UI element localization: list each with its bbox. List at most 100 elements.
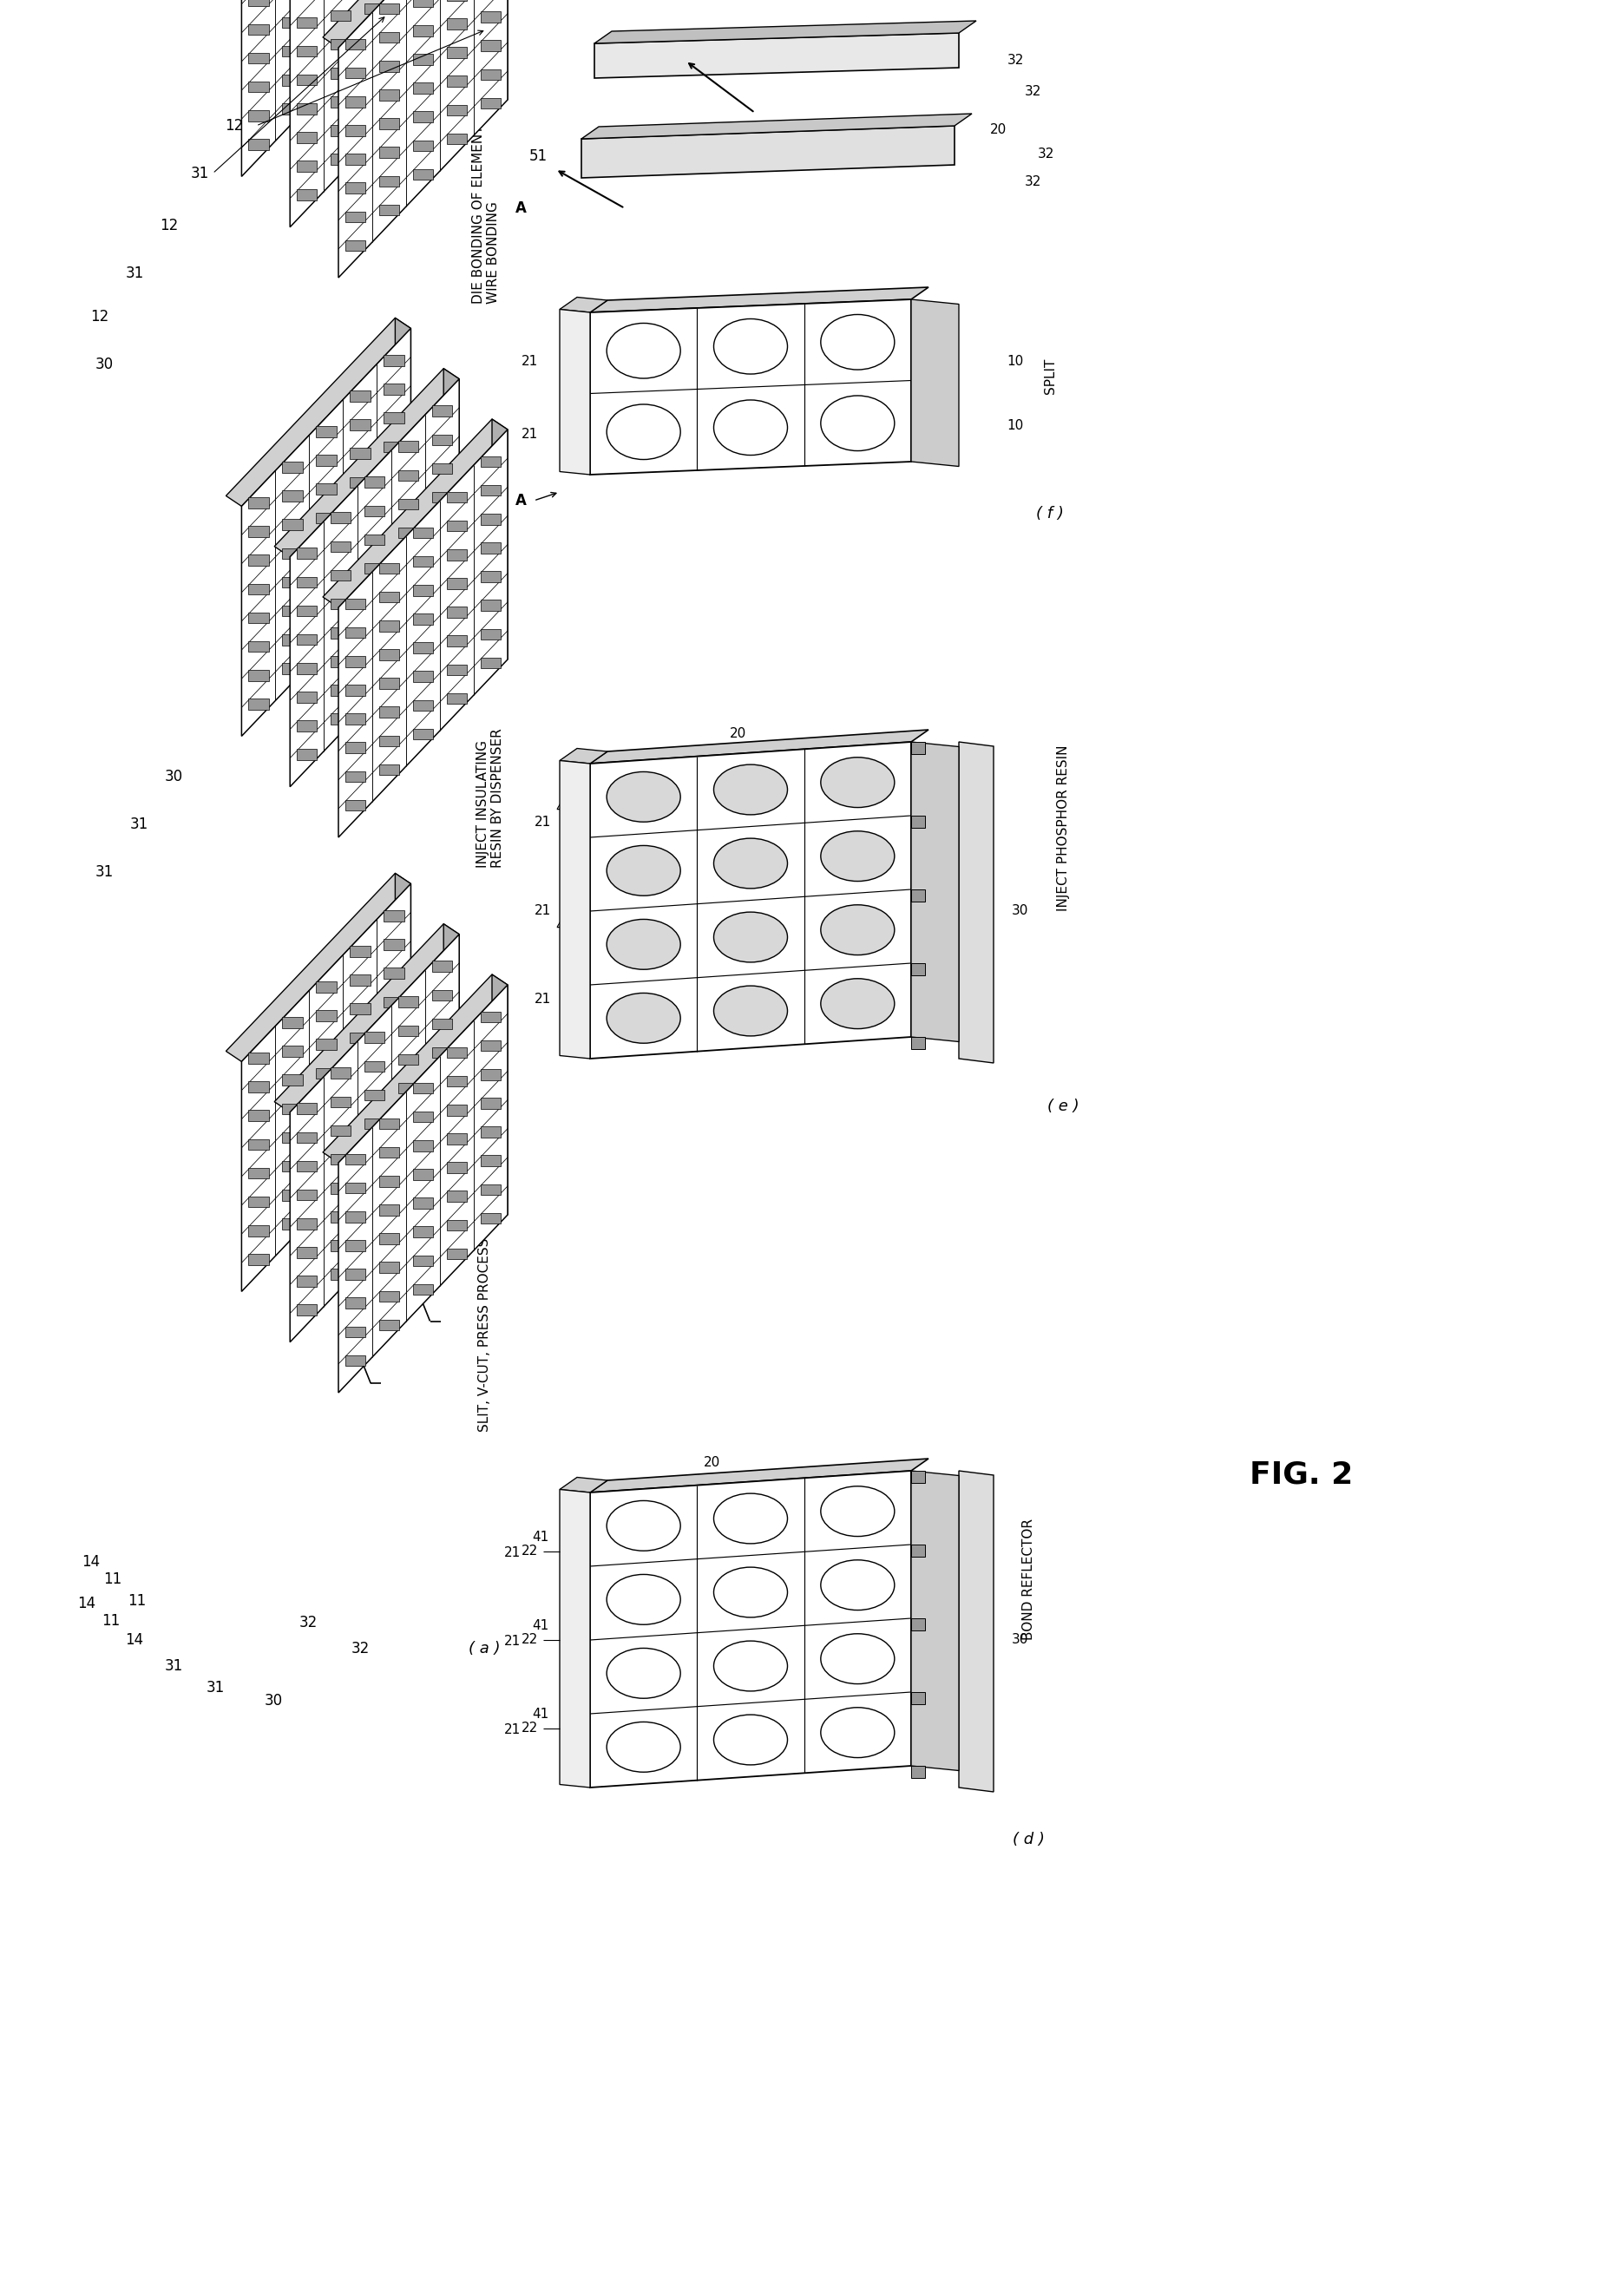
- Text: 12: 12: [90, 310, 110, 324]
- Polygon shape: [912, 742, 959, 1042]
- Polygon shape: [274, 923, 460, 1111]
- Polygon shape: [481, 1013, 500, 1022]
- Polygon shape: [433, 521, 452, 533]
- Polygon shape: [226, 872, 412, 1061]
- Polygon shape: [379, 1148, 399, 1157]
- Ellipse shape: [713, 765, 788, 815]
- Polygon shape: [297, 1189, 316, 1201]
- Ellipse shape: [822, 395, 894, 450]
- Polygon shape: [413, 1084, 433, 1093]
- Text: 21: 21: [521, 354, 537, 367]
- Polygon shape: [365, 1205, 384, 1215]
- Polygon shape: [345, 211, 365, 223]
- Polygon shape: [379, 1263, 399, 1272]
- Polygon shape: [350, 946, 370, 957]
- Polygon shape: [282, 1047, 302, 1056]
- Text: 51: 51: [529, 149, 547, 163]
- Polygon shape: [365, 505, 384, 517]
- Polygon shape: [433, 1134, 452, 1143]
- Polygon shape: [297, 161, 316, 172]
- Polygon shape: [413, 83, 433, 94]
- Polygon shape: [433, 406, 452, 416]
- Polygon shape: [249, 526, 268, 537]
- Polygon shape: [481, 599, 500, 611]
- Polygon shape: [316, 1155, 336, 1164]
- Polygon shape: [560, 1490, 591, 1789]
- Ellipse shape: [713, 1715, 788, 1766]
- Polygon shape: [413, 556, 433, 567]
- Polygon shape: [282, 576, 302, 588]
- Polygon shape: [339, 429, 508, 838]
- Text: ( d ): ( d ): [1012, 1832, 1044, 1848]
- Polygon shape: [444, 923, 460, 1164]
- Polygon shape: [591, 1458, 928, 1492]
- Polygon shape: [581, 126, 954, 177]
- Text: 41: 41: [555, 918, 573, 932]
- Polygon shape: [282, 1189, 302, 1201]
- Polygon shape: [384, 441, 404, 452]
- Polygon shape: [282, 1162, 302, 1171]
- Polygon shape: [399, 1026, 418, 1035]
- Polygon shape: [297, 576, 316, 588]
- Polygon shape: [591, 730, 928, 765]
- Polygon shape: [379, 147, 399, 158]
- Polygon shape: [345, 96, 365, 108]
- Polygon shape: [323, 974, 508, 1162]
- Polygon shape: [912, 298, 959, 466]
- Text: 30: 30: [1012, 1632, 1028, 1646]
- Polygon shape: [316, 1068, 336, 1079]
- Polygon shape: [331, 1125, 350, 1137]
- Polygon shape: [365, 563, 384, 574]
- Text: 41: 41: [555, 801, 573, 815]
- Polygon shape: [413, 1283, 433, 1295]
- Ellipse shape: [822, 905, 894, 955]
- Polygon shape: [379, 1118, 399, 1130]
- Ellipse shape: [822, 1559, 894, 1609]
- Polygon shape: [379, 117, 399, 129]
- Polygon shape: [249, 583, 268, 595]
- Polygon shape: [447, 18, 466, 30]
- Polygon shape: [413, 585, 433, 595]
- Polygon shape: [316, 67, 336, 78]
- Polygon shape: [316, 1125, 336, 1137]
- Polygon shape: [297, 103, 316, 115]
- Polygon shape: [282, 634, 302, 645]
- Polygon shape: [249, 1052, 268, 1063]
- Polygon shape: [350, 478, 370, 487]
- Polygon shape: [297, 1219, 316, 1228]
- Polygon shape: [591, 298, 912, 475]
- Polygon shape: [249, 1226, 268, 1235]
- Polygon shape: [413, 1199, 433, 1208]
- Polygon shape: [350, 1061, 370, 1072]
- Polygon shape: [481, 542, 500, 553]
- Ellipse shape: [607, 994, 681, 1042]
- Text: 21: 21: [504, 1722, 520, 1736]
- Polygon shape: [345, 799, 365, 810]
- Text: SLIT, V-CUT, PRESS PROCESS: SLIT, V-CUT, PRESS PROCESS: [478, 1238, 491, 1433]
- Polygon shape: [912, 1472, 959, 1770]
- Polygon shape: [365, 592, 384, 602]
- Polygon shape: [481, 1185, 500, 1194]
- Polygon shape: [365, 535, 384, 544]
- Polygon shape: [274, 370, 460, 558]
- Polygon shape: [379, 90, 399, 101]
- Polygon shape: [365, 650, 384, 661]
- Polygon shape: [447, 1047, 466, 1058]
- Polygon shape: [413, 1226, 433, 1238]
- Polygon shape: [492, 974, 508, 1215]
- Polygon shape: [447, 636, 466, 647]
- Polygon shape: [912, 1766, 925, 1777]
- Ellipse shape: [607, 845, 681, 895]
- Polygon shape: [912, 1038, 925, 1049]
- Polygon shape: [331, 1068, 350, 1079]
- Polygon shape: [591, 1472, 912, 1789]
- Ellipse shape: [822, 1635, 894, 1683]
- Polygon shape: [350, 563, 370, 574]
- Polygon shape: [350, 1118, 370, 1130]
- Polygon shape: [481, 11, 500, 23]
- Polygon shape: [560, 310, 591, 475]
- Text: 31: 31: [190, 165, 208, 181]
- Polygon shape: [399, 613, 418, 625]
- Polygon shape: [481, 1097, 500, 1109]
- Polygon shape: [447, 48, 466, 57]
